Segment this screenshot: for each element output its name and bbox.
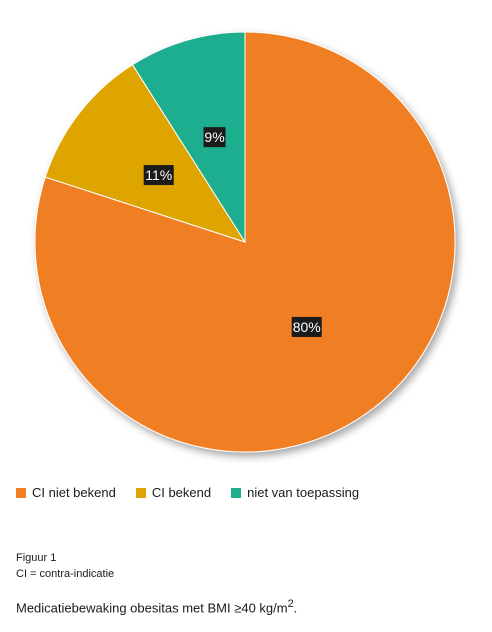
caption-end: . (293, 600, 298, 616)
legend-label: CI bekend (151, 485, 212, 500)
legend-swatch (231, 487, 242, 498)
caption: Medicatiebewaking obesitas met BMI ≥40 k… (16, 598, 297, 615)
caption-text: Medicatiebewaking obesitas met BMI ≥40 k… (16, 600, 288, 616)
data-label: 9% (204, 129, 224, 145)
footnote: CI = contra-indicatie (16, 568, 115, 580)
caption-superscript: 2 (287, 598, 294, 610)
data-label-box (291, 316, 322, 337)
data-label-box (143, 165, 174, 186)
legend-item-ci-bekend: CI bekend (135, 485, 212, 500)
pie-chart: 80% 11% 9% (34, 31, 456, 453)
legend-swatch (135, 487, 146, 498)
data-label: 80% (293, 319, 321, 335)
slice-niet-van-toepassing (131, 31, 246, 244)
legend-label: niet van toepassing (247, 485, 360, 500)
figure-label: Figuur 1 (16, 552, 57, 564)
legend-item-ci-niet-bekend: CI niet bekend (16, 485, 116, 500)
data-label-box (203, 127, 226, 148)
legend: CI niet bekend CI bekend niet van toepas… (16, 485, 379, 500)
legend-swatch (16, 487, 26, 498)
slice-ci-bekend (44, 64, 247, 243)
legend-item-niet-van-toepassing: niet van toepassing (231, 485, 359, 500)
data-label: 11% (145, 167, 172, 183)
legend-label: CI niet bekend (32, 485, 116, 500)
